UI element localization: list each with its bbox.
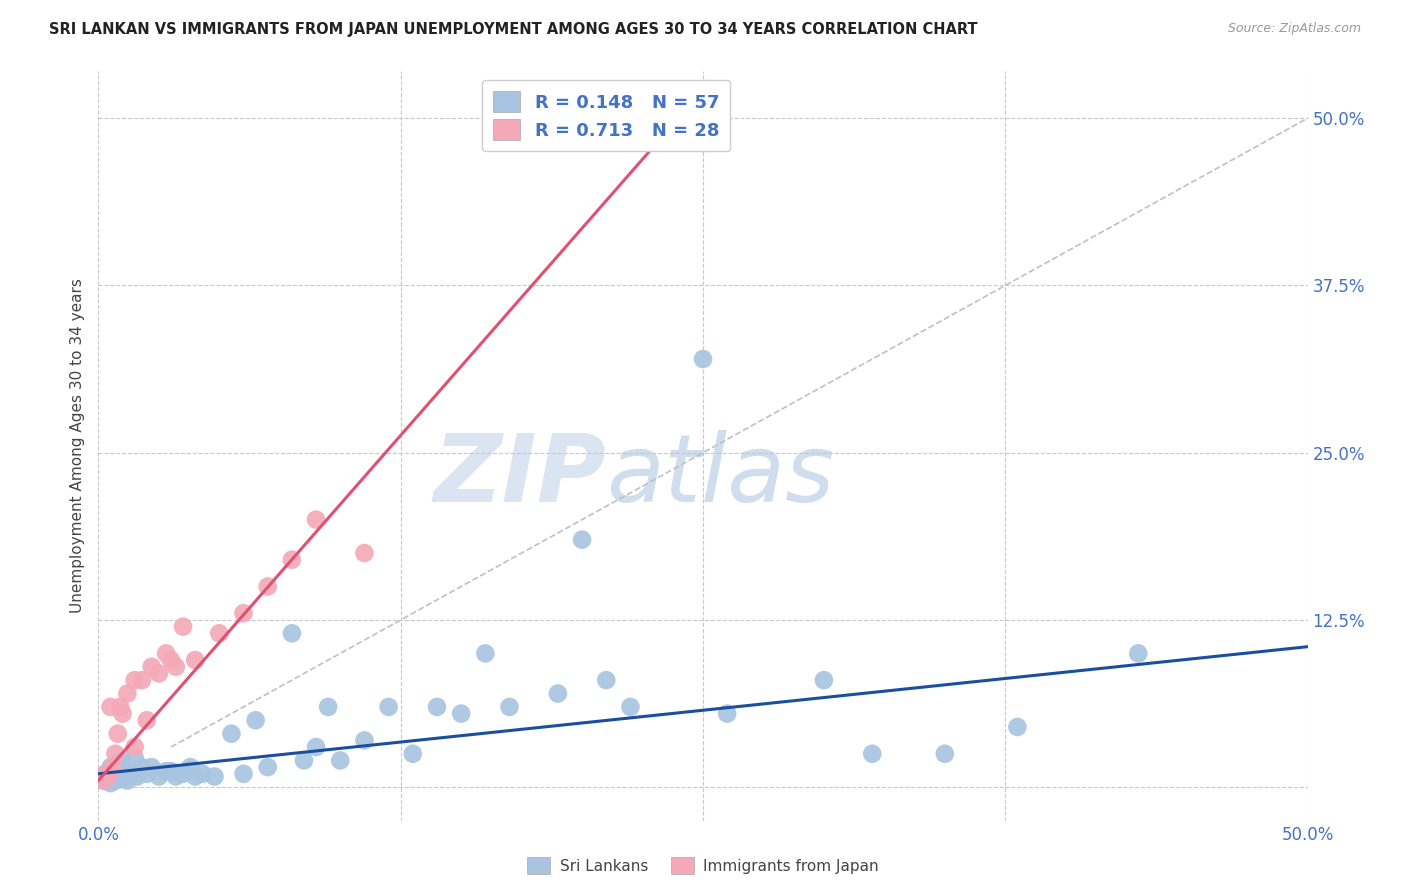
Point <box>100 776 122 790</box>
Text: Source: ZipAtlas.com: Source: ZipAtlas.com <box>1227 22 1361 36</box>
Point <box>292 753 315 767</box>
Point <box>474 646 496 660</box>
Point <box>127 769 149 784</box>
Point <box>97 769 120 784</box>
Point <box>860 747 883 761</box>
Point <box>191 767 214 781</box>
Text: ZIP: ZIP <box>433 430 606 522</box>
Point <box>124 751 146 765</box>
Point <box>91 773 114 788</box>
Point <box>100 699 122 714</box>
Point <box>184 653 207 667</box>
Point <box>111 706 134 721</box>
Point <box>329 753 352 767</box>
Point <box>281 626 304 640</box>
Text: SRI LANKAN VS IMMIGRANTS FROM JAPAN UNEMPLOYMENT AMONG AGES 30 TO 34 YEARS CORRE: SRI LANKAN VS IMMIGRANTS FROM JAPAN UNEM… <box>49 22 977 37</box>
Point <box>595 673 617 688</box>
Point <box>108 699 131 714</box>
Point <box>117 687 139 701</box>
Point <box>165 660 187 674</box>
Point <box>208 626 231 640</box>
Point <box>165 769 187 784</box>
Point <box>160 653 183 667</box>
Point <box>450 706 472 721</box>
Point <box>100 760 122 774</box>
Point <box>131 760 153 774</box>
Point <box>101 760 124 774</box>
Point <box>160 764 183 778</box>
Point <box>107 756 129 771</box>
Point <box>104 773 127 788</box>
Point <box>256 580 278 594</box>
Point <box>141 660 163 674</box>
Point <box>141 760 163 774</box>
Point <box>108 772 131 787</box>
Point <box>148 769 170 784</box>
Point <box>111 753 134 767</box>
Point <box>716 706 738 721</box>
Point <box>547 687 569 701</box>
Point <box>232 767 254 781</box>
Point <box>619 125 641 139</box>
Point <box>111 767 134 781</box>
Point <box>107 769 129 784</box>
Point <box>232 607 254 621</box>
Point <box>305 740 328 755</box>
Point <box>97 769 120 784</box>
Point <box>619 699 641 714</box>
Y-axis label: Unemployment Among Ages 30 to 34 years: Unemployment Among Ages 30 to 34 years <box>69 278 84 614</box>
Point <box>813 673 835 688</box>
Point <box>131 673 153 688</box>
Point <box>353 546 375 560</box>
Point <box>101 764 124 778</box>
Point <box>135 714 157 728</box>
Point <box>117 773 139 788</box>
Point <box>934 747 956 761</box>
Point <box>1007 720 1029 734</box>
Point <box>124 740 146 755</box>
Legend: Sri Lankans, Immigrants from Japan: Sri Lankans, Immigrants from Japan <box>522 851 884 880</box>
Point <box>172 767 194 781</box>
Point <box>114 769 136 784</box>
Point <box>155 646 177 660</box>
Point <box>155 764 177 778</box>
Point <box>124 673 146 688</box>
Point <box>135 767 157 781</box>
Point <box>692 352 714 367</box>
Point <box>316 699 339 714</box>
Point <box>172 620 194 634</box>
Point <box>118 767 141 781</box>
Point <box>498 699 520 714</box>
Point <box>245 714 267 728</box>
Point <box>256 760 278 774</box>
Point <box>94 767 117 781</box>
Point <box>107 726 129 740</box>
Point <box>91 773 114 788</box>
Point <box>305 512 328 526</box>
Point <box>402 747 425 761</box>
Point <box>104 747 127 761</box>
Point <box>124 767 146 781</box>
Point <box>221 726 243 740</box>
Point <box>377 699 399 714</box>
Point <box>148 666 170 681</box>
Point <box>281 552 304 567</box>
Point <box>179 760 201 774</box>
Point <box>1128 646 1150 660</box>
Text: atlas: atlas <box>606 431 835 522</box>
Point <box>426 699 449 714</box>
Point <box>94 767 117 781</box>
Point <box>204 769 226 784</box>
Point <box>571 533 593 547</box>
Point <box>184 769 207 784</box>
Point <box>353 733 375 747</box>
